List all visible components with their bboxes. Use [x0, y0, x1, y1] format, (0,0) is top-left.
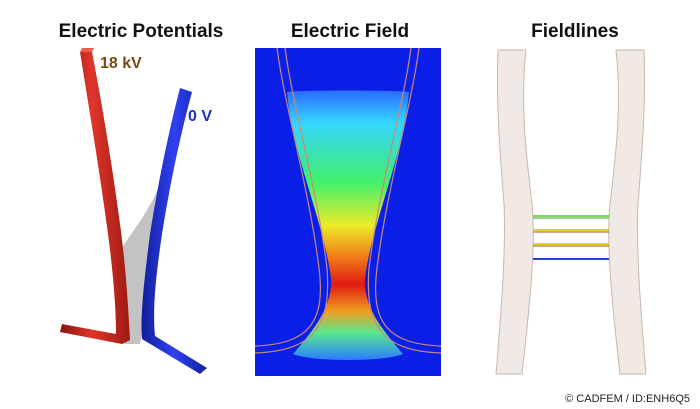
- high-potential-electrode: [60, 52, 130, 344]
- left-electrode-outline: [255, 48, 321, 347]
- high-potential-label: 18 kV: [100, 55, 142, 72]
- low-potential-label: 0 V: [188, 108, 213, 125]
- fieldlines-group: [533, 215, 609, 260]
- copyright-notice: © CADFEM / ID:ENH6Q5: [565, 393, 690, 405]
- left-conductor: [495, 49, 534, 375]
- fieldlines-title: Fieldlines: [531, 21, 619, 42]
- potentials-title: Electric Potentials: [58, 21, 224, 42]
- field-title: Electric Field: [290, 21, 410, 42]
- right-conductor: [608, 49, 647, 375]
- field-intensity-region: [287, 90, 409, 360]
- fieldlines-figure: [495, 49, 647, 375]
- field-figure: [255, 48, 441, 376]
- potentials-figure: [60, 48, 207, 374]
- low-potential-electrode: [141, 88, 207, 374]
- right-electrode-outline: [375, 48, 441, 347]
